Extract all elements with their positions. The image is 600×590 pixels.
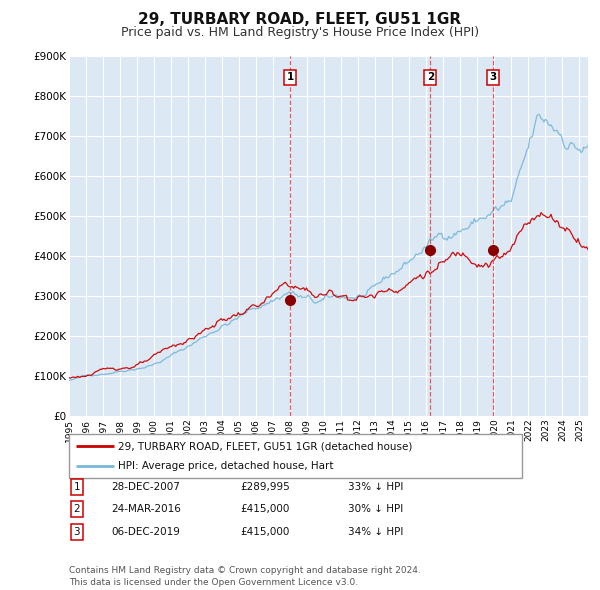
Text: £415,000: £415,000 [240,527,289,536]
Text: 29, TURBARY ROAD, FLEET, GU51 1GR: 29, TURBARY ROAD, FLEET, GU51 1GR [139,12,461,27]
Text: 34% ↓ HPI: 34% ↓ HPI [348,527,403,536]
Text: 30% ↓ HPI: 30% ↓ HPI [348,504,403,514]
Text: 24-MAR-2016: 24-MAR-2016 [111,504,181,514]
Text: 2: 2 [427,72,434,82]
Text: 06-DEC-2019: 06-DEC-2019 [111,527,180,536]
Text: 33% ↓ HPI: 33% ↓ HPI [348,482,403,491]
Text: 3: 3 [73,527,80,536]
Text: HPI: Average price, detached house, Hart: HPI: Average price, detached house, Hart [118,461,334,470]
Text: 28-DEC-2007: 28-DEC-2007 [111,482,180,491]
Text: Contains HM Land Registry data © Crown copyright and database right 2024.
This d: Contains HM Land Registry data © Crown c… [69,566,421,587]
Text: 1: 1 [286,72,293,82]
Text: 3: 3 [490,72,497,82]
Text: £415,000: £415,000 [240,504,289,514]
Text: 2: 2 [73,504,80,514]
Text: 29, TURBARY ROAD, FLEET, GU51 1GR (detached house): 29, TURBARY ROAD, FLEET, GU51 1GR (detac… [118,441,413,451]
Text: 1: 1 [73,482,80,491]
Text: £289,995: £289,995 [240,482,290,491]
Text: Price paid vs. HM Land Registry's House Price Index (HPI): Price paid vs. HM Land Registry's House … [121,26,479,39]
